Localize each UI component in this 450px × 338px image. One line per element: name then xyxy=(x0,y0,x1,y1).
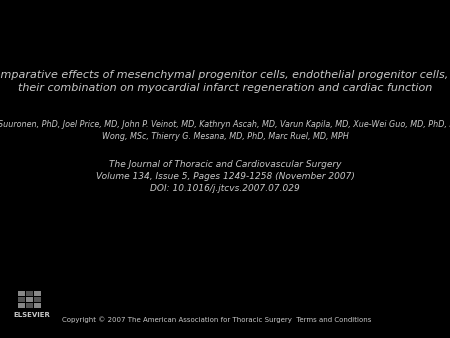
Bar xyxy=(34,291,41,296)
Bar xyxy=(26,297,33,302)
Text: Erik J. Suuronen, PhD, Joel Price, MD, John P. Veinot, MD, Kathryn Ascah, MD, Va: Erik J. Suuronen, PhD, Joel Price, MD, J… xyxy=(0,120,450,141)
Bar xyxy=(18,303,25,308)
Text: Comparative effects of mesenchymal progenitor cells, endothelial progenitor cell: Comparative effects of mesenchymal proge… xyxy=(0,70,450,93)
Bar xyxy=(34,303,41,308)
Bar xyxy=(26,303,33,308)
Text: ELSEVIER: ELSEVIER xyxy=(14,312,50,318)
Bar xyxy=(18,297,25,302)
Bar xyxy=(18,291,25,296)
Bar xyxy=(34,297,41,302)
Text: Copyright © 2007 The American Association for Thoracic Surgery  Terms and Condit: Copyright © 2007 The American Associatio… xyxy=(62,317,371,323)
Bar xyxy=(26,291,33,296)
Text: The Journal of Thoracic and Cardiovascular Surgery
Volume 134, Issue 5, Pages 12: The Journal of Thoracic and Cardiovascul… xyxy=(95,160,355,193)
